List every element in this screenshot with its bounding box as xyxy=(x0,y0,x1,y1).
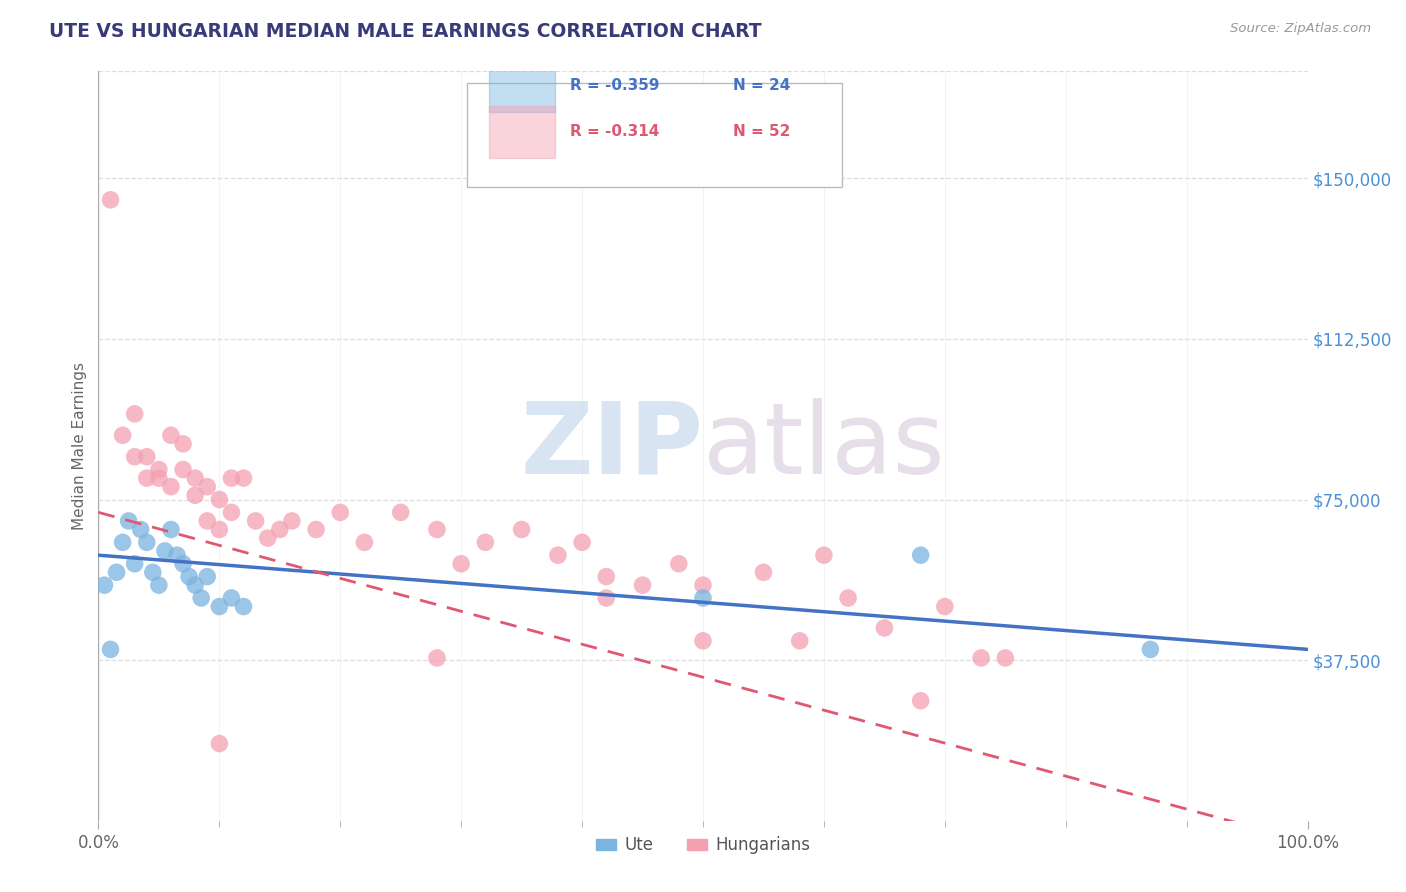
Point xyxy=(195,569,218,583)
Point xyxy=(100,642,122,657)
Point xyxy=(221,471,243,485)
Point xyxy=(873,621,896,635)
Point xyxy=(474,535,496,549)
Point xyxy=(256,531,278,545)
Point xyxy=(135,535,157,549)
Text: Source: ZipAtlas.com: Source: ZipAtlas.com xyxy=(1230,22,1371,36)
Text: R = -0.314: R = -0.314 xyxy=(569,124,659,139)
Point xyxy=(910,548,932,562)
Point xyxy=(547,548,569,562)
Point xyxy=(970,651,993,665)
Point xyxy=(668,557,690,571)
Point xyxy=(190,591,212,605)
Point xyxy=(100,193,122,207)
Point xyxy=(281,514,304,528)
Point xyxy=(994,651,1017,665)
Point xyxy=(160,523,183,537)
Point xyxy=(269,523,291,537)
Point xyxy=(111,535,134,549)
Point xyxy=(184,488,207,502)
Point xyxy=(160,480,183,494)
FancyBboxPatch shape xyxy=(489,60,555,112)
Point xyxy=(837,591,859,605)
Point xyxy=(221,505,243,519)
Text: N = 52: N = 52 xyxy=(734,124,790,139)
Point xyxy=(208,737,231,751)
Point xyxy=(426,523,449,537)
Point xyxy=(118,514,141,528)
Point xyxy=(111,428,134,442)
Point xyxy=(353,535,375,549)
Point xyxy=(148,471,170,485)
Point xyxy=(148,578,170,592)
Point xyxy=(160,428,183,442)
Point xyxy=(148,462,170,476)
Point xyxy=(135,471,157,485)
Point xyxy=(135,450,157,464)
Point xyxy=(195,480,218,494)
Point xyxy=(142,566,165,580)
Point xyxy=(329,505,352,519)
FancyBboxPatch shape xyxy=(467,83,842,187)
Point xyxy=(245,514,267,528)
Point xyxy=(129,523,152,537)
Point xyxy=(232,471,254,485)
Point xyxy=(595,569,617,583)
Point xyxy=(232,599,254,614)
Point xyxy=(172,437,194,451)
Point xyxy=(692,591,714,605)
Y-axis label: Median Male Earnings: Median Male Earnings xyxy=(72,362,87,530)
Legend: Ute, Hungarians: Ute, Hungarians xyxy=(589,830,817,861)
Text: N = 24: N = 24 xyxy=(734,78,790,94)
Point xyxy=(153,544,176,558)
Point xyxy=(172,557,194,571)
Point xyxy=(571,535,593,549)
Point xyxy=(813,548,835,562)
Point xyxy=(752,566,775,580)
Point xyxy=(184,578,207,592)
Point xyxy=(184,471,207,485)
Point xyxy=(221,591,243,605)
Point xyxy=(172,462,194,476)
Point xyxy=(208,492,231,507)
Point xyxy=(450,557,472,571)
Point xyxy=(124,557,146,571)
Point xyxy=(179,569,201,583)
Point xyxy=(426,651,449,665)
Text: atlas: atlas xyxy=(703,398,945,494)
Point xyxy=(692,633,714,648)
Point xyxy=(595,591,617,605)
Point xyxy=(305,523,328,537)
Point xyxy=(692,578,714,592)
Text: R = -0.359: R = -0.359 xyxy=(569,78,659,94)
Point xyxy=(789,633,811,648)
Point xyxy=(124,407,146,421)
Text: UTE VS HUNGARIAN MEDIAN MALE EARNINGS CORRELATION CHART: UTE VS HUNGARIAN MEDIAN MALE EARNINGS CO… xyxy=(49,22,762,41)
Point xyxy=(1139,642,1161,657)
Point xyxy=(208,599,231,614)
Point xyxy=(124,450,146,464)
Point xyxy=(166,548,188,562)
Point xyxy=(105,566,128,580)
Text: ZIP: ZIP xyxy=(520,398,703,494)
Point xyxy=(631,578,654,592)
Point xyxy=(93,578,115,592)
FancyBboxPatch shape xyxy=(489,105,555,158)
Point xyxy=(934,599,956,614)
Point xyxy=(195,514,218,528)
Point xyxy=(389,505,412,519)
Point xyxy=(510,523,533,537)
Point xyxy=(208,523,231,537)
Point xyxy=(910,694,932,708)
